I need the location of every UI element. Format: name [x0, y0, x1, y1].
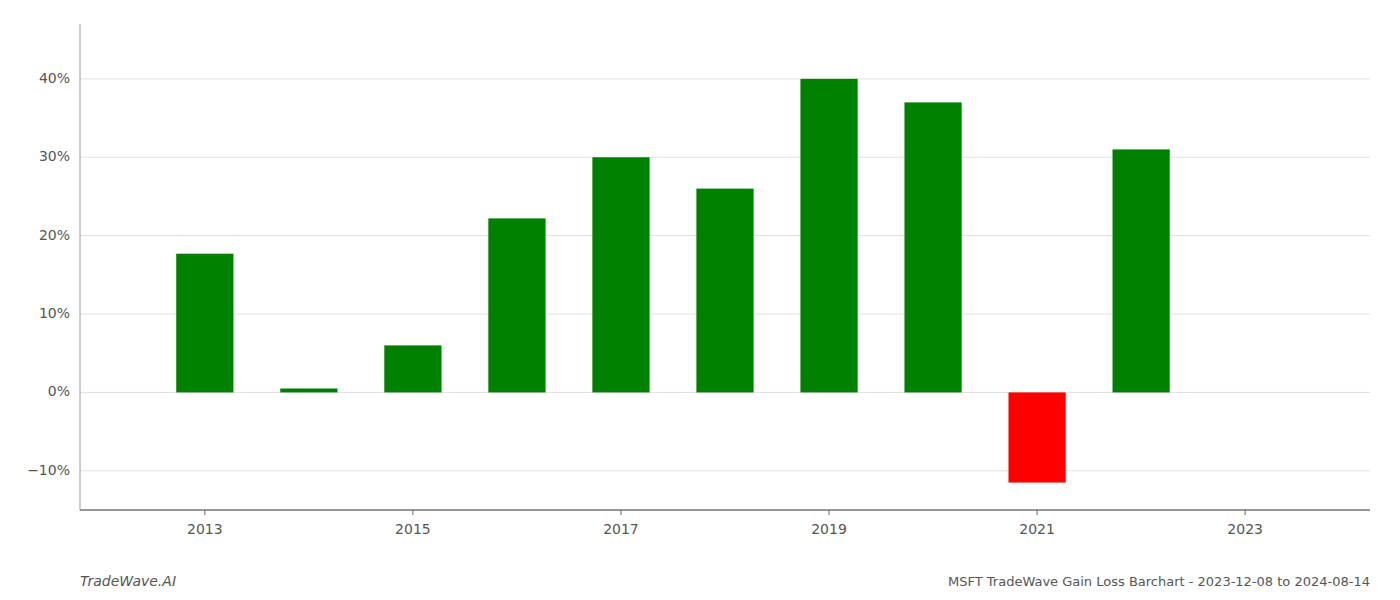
x-tick-label: 2019 — [811, 521, 847, 537]
y-tick-label: 0% — [48, 383, 70, 399]
grid-line — [80, 78, 1370, 79]
bar — [176, 254, 233, 393]
x-tick — [620, 510, 621, 515]
chart-svg: −10%0%10%20%30%40%2013201520172019202120… — [0, 0, 1400, 600]
y-tick-label: 30% — [39, 148, 70, 164]
x-tick — [412, 510, 413, 515]
y-tick-label: 40% — [39, 70, 70, 86]
bar — [904, 102, 961, 392]
x-tick — [1245, 510, 1246, 515]
x-axis-line — [80, 509, 1370, 510]
grid-line — [80, 470, 1370, 471]
bar — [1113, 149, 1170, 392]
axes — [80, 24, 1370, 510]
bar — [592, 157, 649, 392]
y-axis-line — [80, 24, 81, 510]
x-tick-label: 2015 — [395, 521, 431, 537]
y-tick-label: 20% — [39, 227, 70, 243]
x-tick — [204, 510, 205, 515]
bar — [1008, 392, 1065, 482]
watermark: TradeWave.AI — [80, 573, 176, 589]
bar — [488, 218, 545, 392]
x-tick-label: 2023 — [1227, 521, 1263, 537]
x-tick — [1037, 510, 1038, 515]
x-ticks: 2013 2015 2017 2019 2021 2023 — [187, 510, 1263, 537]
x-tick-label: 2017 — [603, 521, 639, 537]
chart-container: −10%0%10%20%30%40%2013201520172019202120… — [0, 0, 1400, 600]
x-tick — [829, 510, 830, 515]
bar — [696, 189, 753, 393]
y-tick-labels: −10% 0% 10% 20% 30% 40% — [27, 70, 70, 478]
grid-line — [80, 157, 1370, 158]
chart-title: MSFT TradeWave Gain Loss Barchart - 2023… — [948, 574, 1370, 589]
bars — [176, 79, 1170, 483]
bar — [280, 389, 337, 393]
y-tick-label: −10% — [27, 462, 70, 478]
x-tick-label: 2021 — [1019, 521, 1055, 537]
x-tick-label: 2013 — [187, 521, 223, 537]
y-tick-label: 10% — [39, 305, 70, 321]
y-grid — [80, 79, 1370, 471]
bar — [800, 79, 857, 393]
bar — [384, 345, 441, 392]
